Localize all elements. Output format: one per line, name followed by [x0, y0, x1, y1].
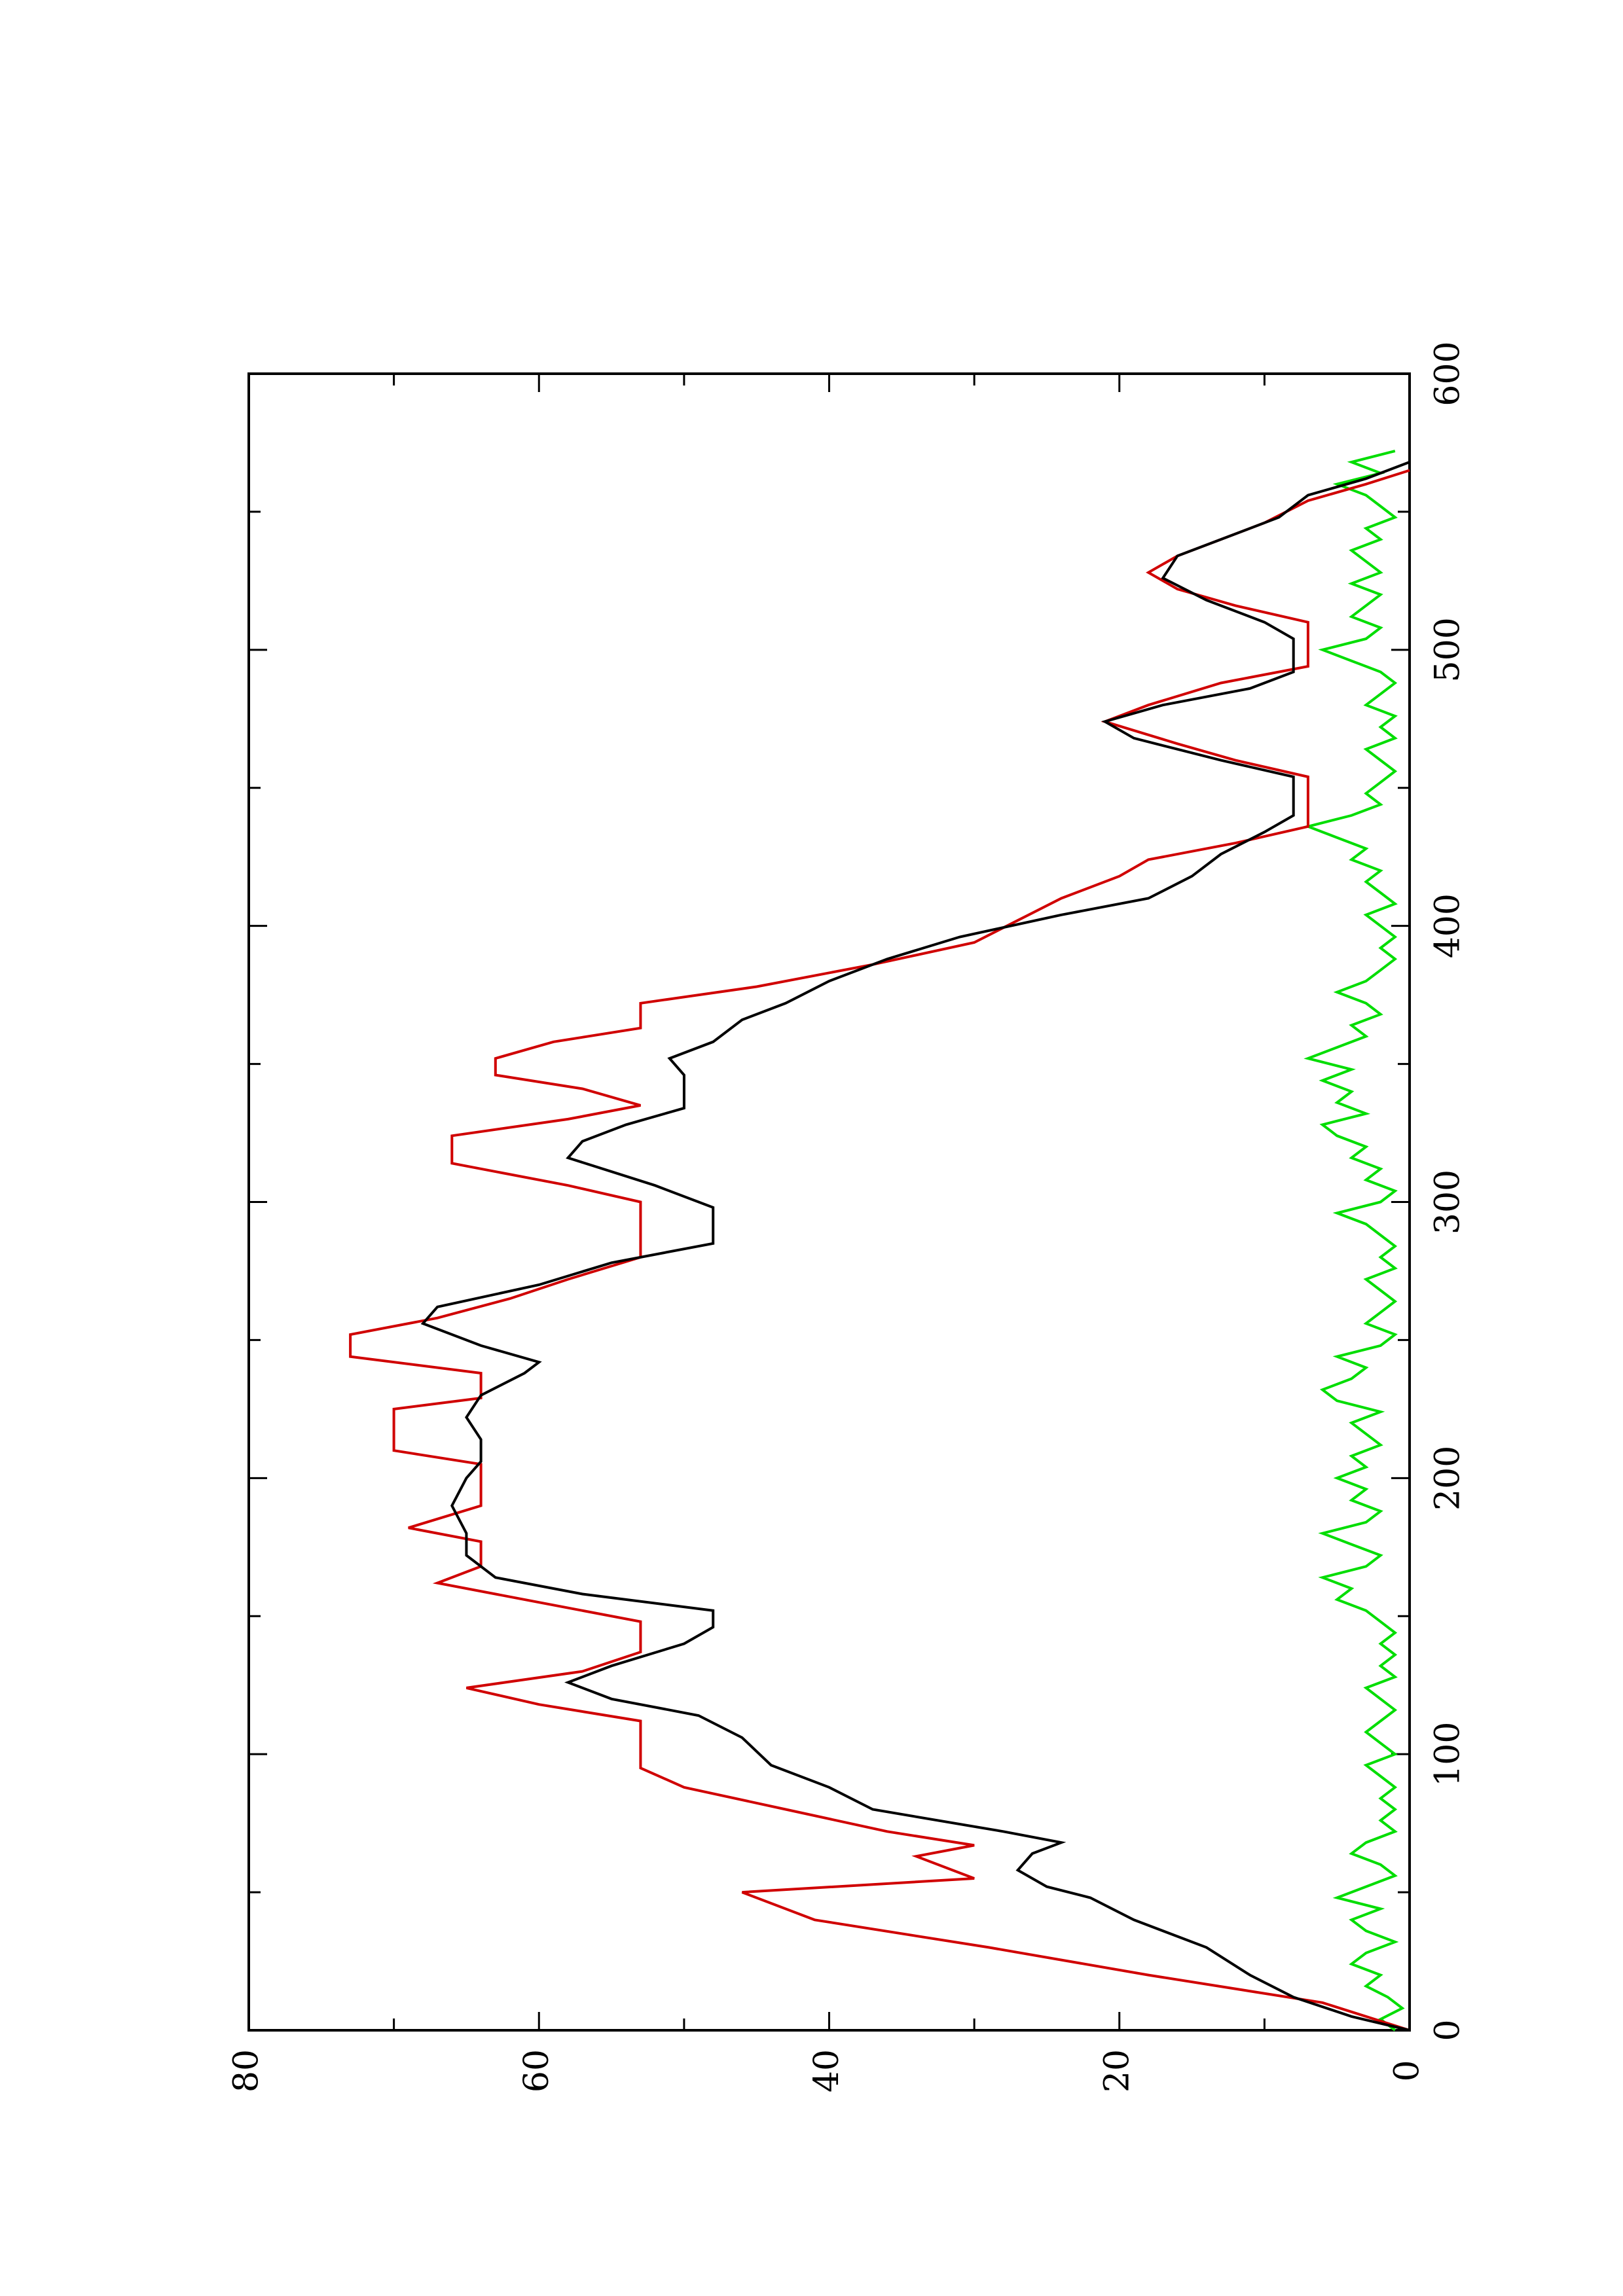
- x-tick-label: 300: [1429, 1170, 1468, 1234]
- x-tick-label: 200: [1429, 1446, 1468, 1511]
- x-tick-label: 0: [1429, 2019, 1468, 2041]
- y-tick-label: 40: [807, 2049, 847, 2092]
- series-red: [349, 469, 1410, 2032]
- plot-area: 0 100 200 300 400 500 600 0 20 40 60 80: [227, 341, 1468, 2092]
- y-tick-label: 0: [1388, 2060, 1427, 2081]
- series-green: [1304, 450, 1405, 2032]
- y-tick-label: 60: [517, 2049, 556, 2092]
- y-tick-label: 80: [227, 2049, 266, 2092]
- plot-frame: [247, 372, 1411, 2032]
- y-tick-label: 20: [1097, 2049, 1137, 2092]
- x-tick-label: 500: [1429, 617, 1468, 682]
- series-black: [420, 461, 1410, 2032]
- x-tick-label: 600: [1429, 341, 1468, 406]
- x-tick-label: 100: [1429, 1722, 1468, 1787]
- x-tick-label: 400: [1429, 893, 1468, 958]
